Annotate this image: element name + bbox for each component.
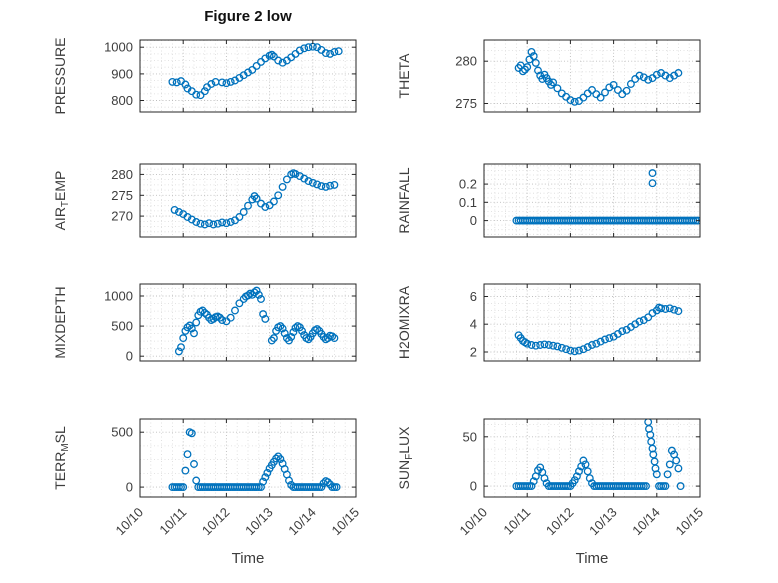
- svg-text:0: 0: [470, 213, 477, 228]
- svg-text:280: 280: [455, 54, 477, 69]
- svg-text:0: 0: [470, 479, 477, 494]
- svg-text:500: 500: [111, 425, 133, 440]
- svg-text:800: 800: [111, 93, 133, 108]
- svg-text:PRESSURE: PRESSURE: [52, 37, 68, 114]
- svg-text:MIXDEPTH: MIXDEPTH: [52, 286, 68, 358]
- subplot-pressure: 800 900 1000 PRESSURE: [35, 34, 366, 120]
- svg-text:2: 2: [470, 345, 477, 360]
- svg-text:10/13: 10/13: [242, 505, 276, 539]
- svg-text:10/11: 10/11: [500, 505, 533, 538]
- h2omixra-chart: 2 4 6 H2OMIXRA: [396, 283, 701, 362]
- svg-text:900: 900: [111, 66, 133, 81]
- svg-text:10/12: 10/12: [543, 505, 577, 539]
- svg-text:AIRTEMP: AIRTEMP: [52, 171, 71, 231]
- svg-text:10/15: 10/15: [673, 505, 707, 539]
- svg-text:TERRMSL: TERRMSL: [52, 426, 71, 490]
- rainfall-chart: 0 0.1 0.2 RAINFALL: [396, 163, 701, 238]
- svg-text:H2OMIXRA: H2OMIXRA: [396, 285, 412, 359]
- subplot-rainfall: 0 0.1 0.2 RAINFALL: [379, 158, 710, 245]
- svg-text:275: 275: [455, 96, 477, 111]
- subplot-terrmsl: 0 500 10/10 10/11 10/12 10/13 10/14 10/15 TERRMS…: [35, 413, 366, 577]
- x-axis-label-left: Time: [231, 550, 265, 567]
- svg-text:10/11: 10/11: [156, 505, 189, 538]
- svg-text:THETA: THETA: [396, 53, 412, 99]
- svg-text:0: 0: [126, 480, 133, 495]
- svg-text:0.2: 0.2: [459, 177, 477, 192]
- terrmsl-chart: 0 500 10/10 10/11 10/12 10/13 10/14 10/15 TERRMS…: [52, 418, 363, 539]
- x-axis-label-right: Time: [575, 550, 609, 567]
- figure-title: Figure 2 low: [204, 8, 292, 25]
- subplot-airtemp: 270 275 280 AIRTEMP: [35, 158, 366, 245]
- subplot-theta: 275 280 THETA: [379, 34, 710, 120]
- svg-text:0.1: 0.1: [459, 195, 477, 210]
- svg-text:500: 500: [111, 319, 133, 334]
- svg-text:10/14: 10/14: [629, 505, 663, 539]
- svg-text:10/13: 10/13: [586, 505, 620, 539]
- svg-text:1000: 1000: [104, 289, 133, 304]
- sunflux-chart: 0 50 10/10 10/11 10/12 10/13 10/14 10/15 SUNFLUX: [396, 418, 707, 539]
- svg-text:SUNFLUX: SUNFLUX: [396, 426, 415, 490]
- svg-text:4: 4: [470, 317, 477, 332]
- subplot-sunflux: 0 50 10/10 10/11 10/12 10/13 10/14 10/15 SUNFLUX: [379, 413, 710, 577]
- svg-text:10/14: 10/14: [285, 505, 319, 539]
- subplot-mixdepth: 0 500 1000 MIXDEPTH: [35, 278, 366, 369]
- svg-text:10/10: 10/10: [457, 505, 491, 539]
- svg-text:10/10: 10/10: [113, 505, 147, 539]
- svg-text:50: 50: [463, 429, 477, 444]
- airtemp-chart: 270 275 280 AIRTEMP: [52, 163, 357, 238]
- svg-text:RAINFALL: RAINFALL: [396, 167, 412, 233]
- theta-chart: 275 280 THETA: [396, 39, 701, 113]
- svg-text:270: 270: [111, 209, 133, 224]
- svg-text:10/12: 10/12: [199, 505, 233, 539]
- svg-text:280: 280: [111, 167, 133, 182]
- mixdepth-chart: 0 500 1000 MIXDEPTH: [52, 283, 357, 364]
- svg-text:0: 0: [126, 349, 133, 364]
- svg-text:275: 275: [111, 188, 133, 203]
- svg-text:10/15: 10/15: [329, 505, 363, 539]
- svg-text:6: 6: [470, 289, 477, 304]
- svg-text:1000: 1000: [104, 40, 133, 55]
- pressure-chart: 800 900 1000 PRESSURE: [52, 37, 357, 115]
- subplot-h2omixra: 2 4 6 H2OMIXRA: [379, 278, 710, 369]
